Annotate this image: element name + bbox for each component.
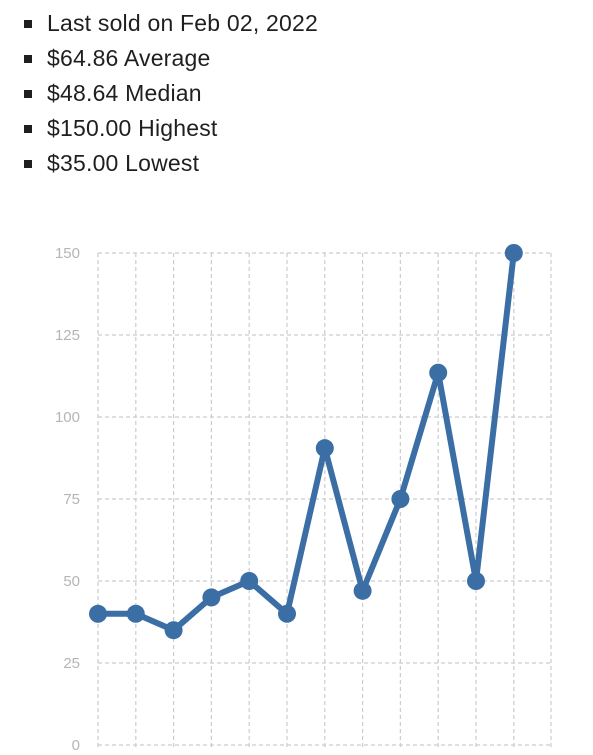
bullet-icon	[24, 89, 32, 98]
stat-lowest: $35.00 Lowest	[24, 146, 318, 181]
stat-label: $150.00 Highest	[47, 115, 218, 141]
stat-label: $35.00 Lowest	[47, 150, 200, 176]
data-point	[164, 621, 183, 640]
y-tick-label: 150	[55, 245, 80, 262]
data-point	[467, 572, 485, 590]
y-tick-label: 0	[72, 737, 80, 750]
data-point	[89, 604, 107, 623]
data-point	[126, 604, 145, 623]
data-point	[278, 604, 296, 623]
y-tick-label: 125	[55, 327, 80, 344]
y-tick-label: 50	[63, 573, 80, 590]
stat-average: $64.86 Average	[24, 41, 318, 76]
stat-label: $48.64 Median	[47, 80, 202, 106]
chart-series	[89, 244, 523, 640]
data-point	[315, 439, 334, 458]
data-point	[429, 363, 448, 382]
stat-highest: $150.00 Highest	[24, 111, 318, 146]
y-axis-ticks: 0 25 50 75 100 125 150	[55, 245, 80, 754]
sales-stats-list: Last sold on Feb 02, 2022 $64.86 Average…	[24, 6, 318, 181]
bullet-icon	[24, 54, 32, 63]
data-point	[353, 581, 372, 600]
y-tick-label: 25	[63, 655, 80, 672]
data-point	[202, 588, 221, 607]
chart-grid	[97, 252, 552, 751]
stat-last-sold: Last sold on Feb 02, 2022	[24, 6, 318, 41]
data-point	[504, 244, 523, 262]
price-history-chart: 0 25 50 75 100 125 150	[0, 220, 593, 754]
stat-label: Last sold on Feb 02, 2022	[47, 10, 318, 36]
bullet-icon	[24, 19, 32, 28]
stat-label: $64.86 Average	[47, 45, 211, 71]
series-line	[95, 250, 517, 634]
y-tick-label: 75	[63, 491, 80, 508]
line-chart: 0 25 50 75 100 125 150	[55, 244, 552, 754]
stat-median: $48.64 Median	[24, 76, 318, 111]
data-point	[240, 572, 259, 590]
bullet-icon	[24, 124, 32, 133]
data-point	[391, 490, 410, 508]
y-tick-label: 100	[55, 409, 80, 426]
bullet-icon	[24, 159, 32, 168]
